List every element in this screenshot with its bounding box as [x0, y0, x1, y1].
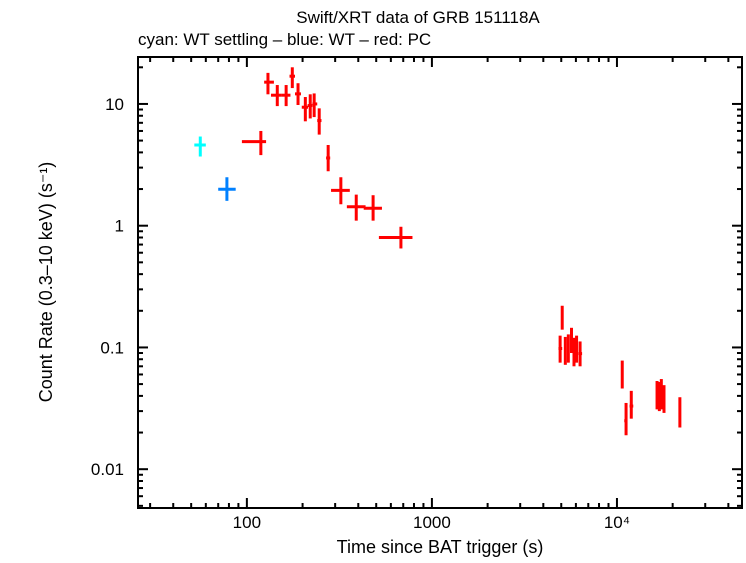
data-point-pc	[624, 402, 628, 436]
data-point-pc	[307, 94, 313, 119]
data-point-pc	[578, 341, 583, 367]
data-point-pc	[629, 390, 634, 419]
data-point-pc	[575, 335, 579, 363]
data-point-pc	[326, 145, 331, 172]
data-point-pc	[281, 85, 291, 107]
data-point-pc	[620, 360, 624, 389]
chart-subtitle: cyan: WT settling – blue: WT – red: PC	[138, 30, 431, 49]
data-point-pc	[289, 67, 295, 89]
data-point-pc	[572, 337, 576, 367]
y-tick-label: 0.01	[91, 460, 124, 479]
x-tick-label: 100	[233, 513, 261, 532]
data-point-pc	[331, 177, 350, 205]
data-point-pc	[346, 194, 366, 221]
data-point-pc	[378, 226, 413, 249]
y-tick-label: 0.1	[100, 338, 124, 357]
data-point-pc	[294, 83, 301, 106]
data-point-pc	[655, 381, 659, 410]
y-axis-label: Count Rate (0.3–10 keV) (s⁻¹)	[36, 162, 56, 403]
y-tick-label: 1	[115, 217, 124, 236]
data-point-wt	[218, 177, 236, 201]
data-point-pc	[569, 327, 573, 354]
chart-title: Swift/XRT data of GRB 151118A	[296, 8, 540, 27]
data-point-wt-settling	[194, 136, 206, 157]
data-point-pc	[301, 97, 309, 122]
data-point-pc	[317, 108, 322, 135]
data-point-pc	[363, 195, 382, 221]
data-point-pc	[566, 334, 570, 363]
data-point-pc	[312, 93, 318, 118]
x-axis-label: Time since BAT trigger (s)	[337, 537, 544, 557]
data-point-pc	[659, 379, 663, 410]
x-tick-label: 1000	[413, 513, 451, 532]
data-point-pc	[560, 305, 564, 330]
x-tick-label: 10⁴	[604, 513, 630, 532]
plot-frame	[137, 56, 743, 509]
data-point-pc	[662, 385, 666, 413]
data-point-pc	[241, 130, 267, 156]
data-point-pc	[563, 336, 567, 365]
data-point-pc	[558, 335, 563, 363]
data-point-pc	[264, 72, 274, 95]
y-tick-label: 10	[105, 95, 124, 114]
data-point-pc	[270, 85, 282, 107]
data-point-pc	[678, 397, 682, 428]
